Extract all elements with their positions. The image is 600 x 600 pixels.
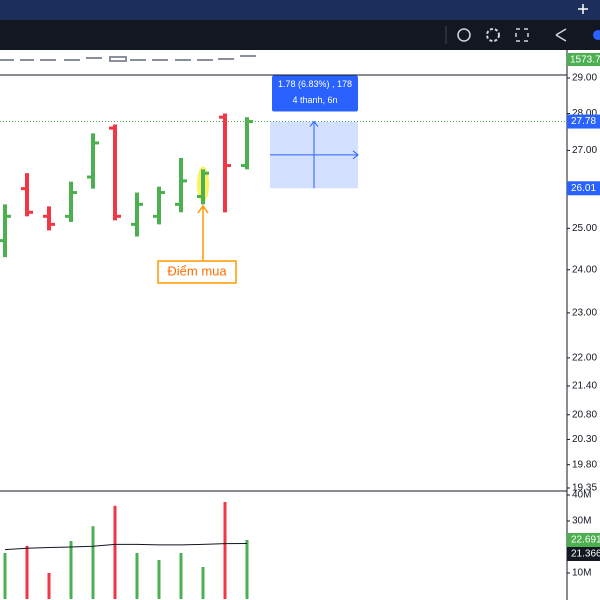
share-icon[interactable] — [555, 28, 567, 42]
y-tick-label: 24.00 — [572, 264, 597, 275]
y-tick-label: 25.00 — [572, 223, 597, 234]
annotation-label: Điểm mua — [167, 263, 227, 278]
volume-ma — [4, 542, 248, 551]
y-tick-label: 19.80 — [572, 459, 597, 470]
measure-tooltip — [272, 75, 358, 112]
annotation-arrow — [197, 204, 209, 261]
volume-label: 22.691 — [571, 535, 600, 546]
top-label: 1573.7 — [570, 55, 600, 66]
measure-from-label: 26.01 — [571, 183, 596, 194]
y-tick-label: 22.00 — [572, 353, 597, 364]
fullscreen-icon[interactable] — [515, 28, 529, 42]
measure-label: 1.78 (6.83%) , 178 — [278, 79, 352, 89]
volume-label-box — [567, 533, 600, 548]
measure-arrow — [270, 120, 359, 189]
y-tick-label: 28.00 — [572, 108, 597, 119]
toolbar — [0, 20, 600, 50]
volume-tick-label: 10M — [572, 568, 591, 579]
annotation-box — [157, 260, 237, 284]
measure-sublabel: 4 thanh, 6n — [292, 95, 337, 105]
y-tick-label: 19.35 — [572, 483, 597, 494]
new-tab-button[interactable] — [578, 4, 588, 14]
profile-icon[interactable] — [593, 30, 600, 40]
price-label-box — [567, 114, 600, 129]
y-tick-label: 29.00 — [572, 73, 597, 84]
y-tick-label: 20.30 — [572, 434, 597, 445]
y-tick-label: 20.80 — [572, 409, 597, 420]
mini-bars — [0, 55, 256, 62]
tab-bar — [0, 0, 600, 20]
top-label-box — [567, 53, 600, 66]
alert-icon[interactable] — [457, 28, 471, 42]
y-tick-label: 23.00 — [572, 308, 597, 319]
volume-tick-label: 30M — [572, 516, 591, 527]
settings-icon[interactable] — [486, 28, 500, 42]
volume-tick-label: 40M — [572, 490, 591, 501]
measure-from-box — [567, 181, 600, 196]
volume-ma-label: 21.366 — [571, 549, 600, 560]
volume-ma-label-box — [567, 547, 600, 562]
price-label: 27.78 — [571, 116, 596, 127]
y-tick-label: 21.40 — [572, 381, 597, 392]
y-tick-label: 27.00 — [572, 145, 597, 156]
